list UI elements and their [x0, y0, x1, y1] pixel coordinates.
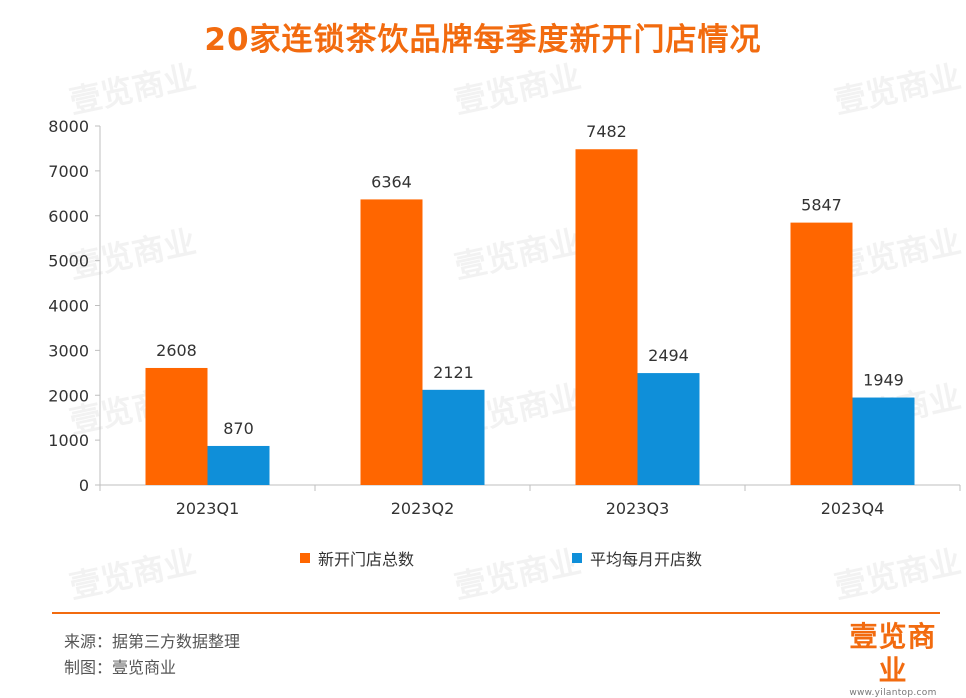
legend-swatch-2: [572, 553, 582, 563]
x-tick-label: 2023Q3: [606, 499, 670, 518]
data-label-series1-2023Q1: 2608: [156, 341, 197, 360]
y-tick-label: 3000: [48, 341, 89, 360]
data-label-series2-2023Q4: 1949: [863, 371, 904, 390]
bar-series1-2023Q3: [576, 149, 638, 485]
data-label-series1-2023Q4: 5847: [801, 196, 842, 215]
data-label-series2-2023Q1: 870: [223, 419, 254, 438]
data-label-series2-2023Q3: 2494: [648, 346, 689, 365]
bar-series2-2023Q4: [853, 398, 915, 485]
data-label-series2-2023Q2: 2121: [433, 363, 474, 382]
x-tick-label: 2023Q1: [176, 499, 240, 518]
bar-series1-2023Q4: [791, 223, 853, 485]
legend-label-1: 新开门店总数: [318, 546, 414, 570]
bar-series2-2023Q2: [423, 390, 485, 485]
watermark-text: 壹览商业: [66, 57, 199, 121]
y-tick-label: 4000: [48, 297, 89, 316]
footer-divider: [52, 612, 940, 614]
y-tick-label: 5000: [48, 252, 89, 271]
bar-series1-2023Q1: [146, 368, 208, 485]
legend-swatch-1: [300, 553, 310, 563]
y-tick-label: 6000: [48, 207, 89, 226]
bar-series2-2023Q3: [638, 373, 700, 485]
legend-label-2: 平均每月开店数: [590, 546, 702, 570]
watermark-text: 壹览商业: [451, 222, 584, 286]
x-tick-label: 2023Q2: [391, 499, 455, 518]
brand-logo: 壹览商业 www.yilantop.com: [838, 620, 948, 698]
data-label-series1-2023Q3: 7482: [586, 122, 627, 141]
y-tick-label: 0: [79, 476, 89, 495]
x-tick-label: 2023Q4: [821, 499, 885, 518]
watermark-text: 壹览商业: [831, 57, 964, 121]
y-tick-label: 1000: [48, 431, 89, 450]
bars: [146, 149, 915, 485]
maker-note: 制图：壹览商业: [64, 654, 176, 678]
legend-item-1: 新开门店总数: [300, 546, 414, 570]
bar-series1-2023Q2: [361, 199, 423, 485]
watermark-text: 壹览商业: [66, 542, 199, 606]
legend-item-2: 平均每月开店数: [572, 546, 702, 570]
bar-series2-2023Q1: [208, 446, 270, 485]
logo-text: 壹览商业: [838, 620, 948, 688]
source-note: 来源：据第三方数据整理: [64, 628, 240, 652]
y-tick-label: 2000: [48, 386, 89, 405]
watermark-text: 壹览商业: [451, 57, 584, 121]
y-tick-label: 7000: [48, 162, 89, 181]
watermark-text: 壹览商业: [451, 542, 584, 606]
watermark-text: 壹览商业: [831, 542, 964, 606]
y-tick-label: 8000: [48, 117, 89, 136]
data-label-series1-2023Q2: 6364: [371, 172, 412, 191]
